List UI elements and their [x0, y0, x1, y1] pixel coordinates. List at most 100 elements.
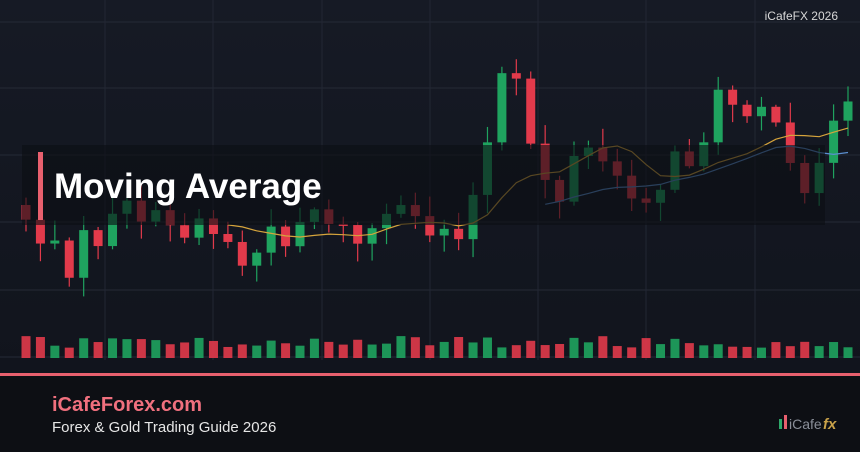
candle — [843, 101, 853, 121]
volume-bar — [511, 345, 521, 358]
volume-bar — [266, 340, 276, 358]
volume-bar — [281, 343, 291, 358]
candle — [771, 106, 781, 123]
candle — [108, 213, 118, 247]
volume-bar — [555, 343, 565, 358]
candle — [208, 218, 218, 235]
volume-bar — [35, 337, 45, 358]
volume-bar — [713, 344, 723, 358]
logo: iCafe fx — [779, 415, 837, 433]
divider — [0, 373, 860, 376]
volume-bar — [641, 338, 651, 358]
volume-bar — [742, 346, 752, 358]
volume-bar — [829, 342, 839, 358]
volume-bar — [771, 342, 781, 358]
volume-bar — [165, 344, 175, 358]
volume-bar — [338, 344, 348, 358]
footer-band — [0, 376, 860, 452]
volume-bar — [699, 345, 709, 358]
volume-bar — [670, 338, 680, 358]
volume-bar — [627, 347, 637, 358]
volume-bar — [79, 338, 89, 358]
candle — [237, 241, 247, 266]
candle — [785, 122, 795, 163]
logo-suffix: fx — [823, 416, 837, 433]
candle — [454, 228, 464, 240]
candle — [439, 228, 449, 236]
footer-subtitle: Forex & Gold Trading Guide 2026 — [52, 419, 276, 436]
candle — [367, 228, 377, 244]
volume-bar — [843, 347, 853, 358]
volume-bar — [194, 337, 204, 358]
candle — [223, 234, 233, 242]
volume-bar — [526, 340, 536, 358]
title-band — [22, 145, 825, 225]
candle — [497, 73, 507, 143]
volume-bar — [756, 347, 766, 358]
volume-bar — [324, 341, 334, 358]
volume — [21, 336, 853, 358]
candle — [50, 240, 60, 244]
logo-icon — [784, 415, 787, 429]
candle — [180, 225, 190, 238]
volume-bar — [295, 345, 305, 358]
candle — [713, 89, 723, 143]
volume-bar — [482, 337, 492, 358]
candle — [194, 218, 204, 238]
volume-bar — [540, 345, 550, 358]
candle — [511, 73, 521, 79]
volume-bar — [656, 344, 666, 358]
volume-bar — [569, 337, 579, 358]
volume-bar — [396, 336, 406, 358]
volume-bar — [439, 341, 449, 358]
volume-bar — [136, 339, 146, 358]
volume-bar — [151, 340, 161, 358]
candle — [829, 120, 839, 163]
volume-bar — [684, 343, 694, 358]
candle — [252, 252, 262, 266]
volume-bar — [583, 342, 593, 358]
candle — [93, 230, 103, 247]
candle — [526, 78, 536, 144]
candle — [295, 221, 305, 247]
volume-bar — [814, 346, 824, 358]
candle — [742, 104, 752, 117]
logo-name: iCafe — [789, 416, 822, 432]
volume-bar — [382, 343, 392, 358]
candle — [425, 216, 435, 236]
volume-bar — [208, 340, 218, 358]
volume-bar — [252, 345, 262, 358]
volume-bar — [454, 337, 464, 358]
candle — [64, 240, 74, 278]
volume-bar — [410, 337, 420, 358]
volume-bar — [237, 344, 247, 358]
volume-bar — [223, 346, 233, 358]
volume-bar — [612, 346, 622, 358]
volume-bar — [468, 342, 478, 358]
volume-bar — [353, 339, 363, 358]
volume-bar — [785, 346, 795, 358]
volume-bar — [598, 336, 608, 358]
volume-bar — [309, 338, 319, 358]
volume-bar — [64, 347, 74, 358]
candle — [353, 225, 363, 244]
volume-bar — [93, 342, 103, 358]
title-accent — [38, 152, 43, 220]
title: Moving Average — [54, 167, 322, 206]
candle — [79, 230, 89, 278]
logo-icon — [779, 419, 782, 429]
volume-bar — [122, 339, 132, 358]
volume-bar — [425, 345, 435, 358]
candle — [728, 89, 738, 105]
volume-bar — [728, 346, 738, 358]
candle — [35, 219, 45, 244]
footer-site: iCafeForex.com — [52, 394, 202, 416]
volume-bar — [50, 345, 60, 358]
candle — [756, 106, 766, 117]
volume-bar — [800, 341, 810, 358]
watermark: iCafeFX 2026 — [765, 9, 839, 23]
volume-bar — [21, 336, 31, 358]
volume-bar — [497, 347, 507, 358]
volume-bar — [180, 342, 190, 358]
